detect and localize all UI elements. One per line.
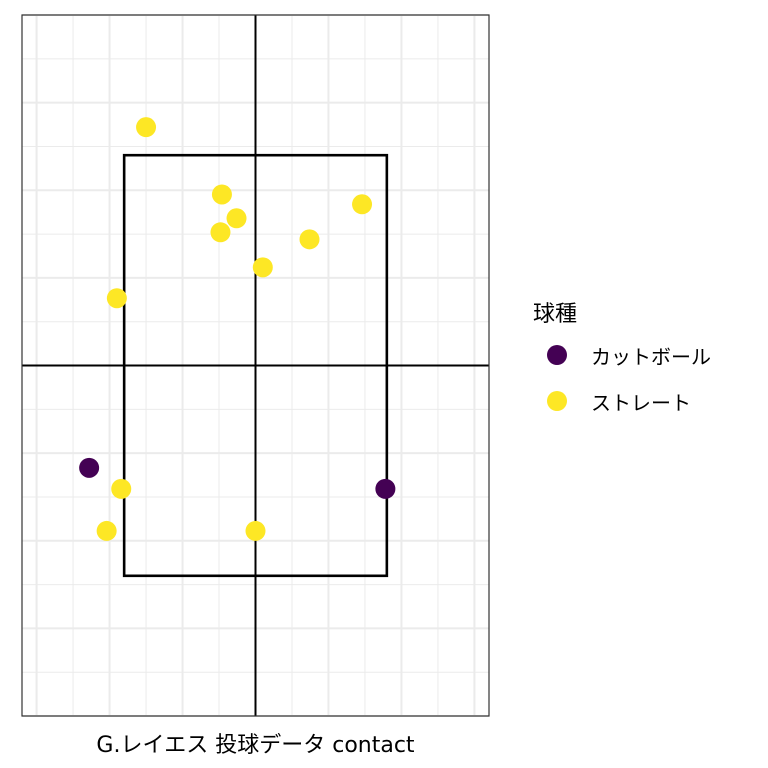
data-point-cutter [375, 478, 396, 499]
legend-item-cutter: カットボール [533, 332, 711, 378]
legend-swatch-cutter [547, 345, 567, 365]
data-point-fastball [352, 194, 373, 215]
data-point-fastball [136, 117, 157, 138]
data-point-fastball [96, 520, 117, 541]
legend-label-cutter: カットボール [591, 344, 711, 369]
data-point-fastball [226, 208, 247, 229]
data-point-fastball [111, 478, 132, 499]
legend-swatch-fastball [547, 391, 567, 411]
plot-border [21, 14, 490, 717]
data-point-fastball [211, 184, 232, 205]
legend: 球種 カットボール ストレート [533, 298, 711, 424]
data-point-fastball [245, 520, 266, 541]
legend-item-fastball: ストレート [533, 378, 711, 424]
legend-label-fastball: ストレート [591, 390, 691, 415]
data-points [79, 117, 396, 541]
data-point-fastball [106, 288, 127, 309]
data-point-fastball [252, 257, 273, 278]
data-point-fastball [210, 222, 231, 243]
data-point-fastball [299, 229, 320, 250]
legend-title: 球種 [533, 302, 578, 327]
strike-zone-layer [22, 15, 489, 716]
x-axis-label: G.レイエス 投球データ contact [96, 733, 415, 758]
data-point-cutter [79, 457, 100, 478]
